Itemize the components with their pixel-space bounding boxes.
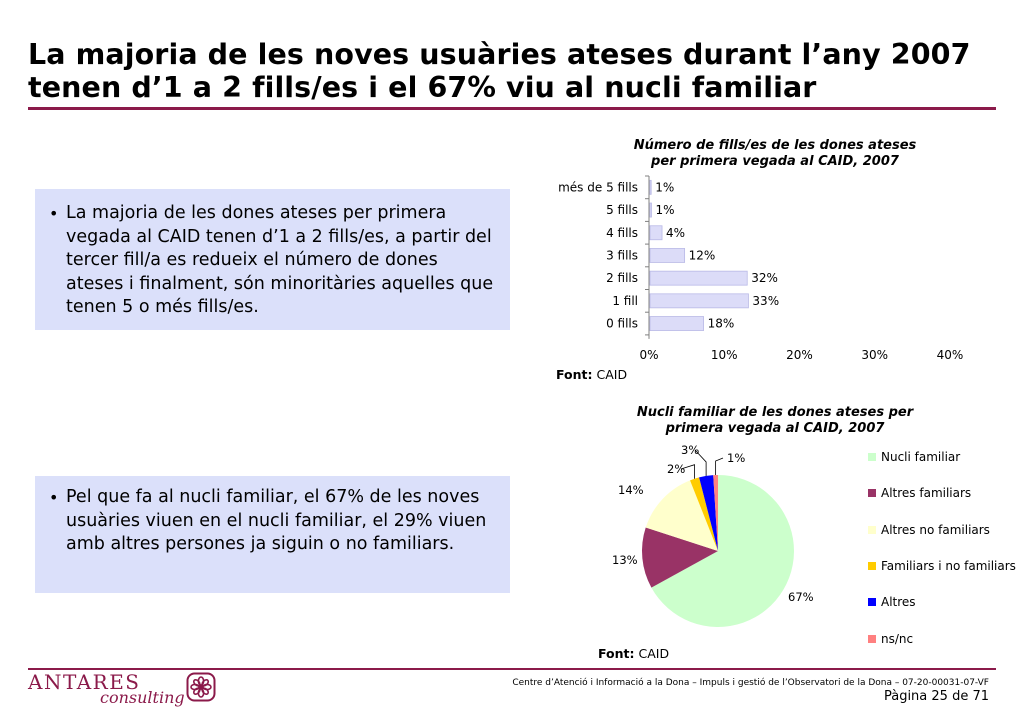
legend-item: Familiars i no familiars: [868, 559, 1016, 573]
pie-leader-line: [715, 457, 724, 476]
legend-item: Altres: [868, 595, 916, 609]
x-tick-label: 20%: [786, 348, 813, 362]
bar-chart-title: Número de fills/es de les dones ateses p…: [600, 138, 950, 170]
page-number: Pàgina 25 de 71: [883, 689, 989, 704]
pie-slice: [642, 527, 718, 588]
pie-leader-line: [680, 464, 695, 479]
logo-flower-icon: [186, 672, 216, 702]
legend-label: ns/nc: [881, 631, 914, 646]
legend-item: Nucli familiar: [868, 450, 960, 464]
pie-data-label: 2%: [667, 462, 685, 476]
legend-label: Nucli familiar: [881, 450, 961, 464]
pie-data-label: 3%: [681, 443, 699, 457]
bar-data-label: 33%: [752, 294, 779, 308]
pie-slice: [713, 475, 718, 551]
pie-chart: 67% 13% 14% 2% 3% 1%: [612, 443, 814, 627]
bar: [649, 179, 652, 195]
legend-item: Altres familiars: [868, 486, 971, 500]
legend-swatch: [868, 453, 876, 461]
bar-data-label: 1%: [656, 203, 675, 217]
bar-data-label: 32%: [751, 271, 778, 285]
bar-category-label: 4 fills: [606, 226, 638, 240]
legend-label: Familiars i no familiars: [881, 558, 1016, 573]
pie-slice: [645, 480, 718, 551]
document-reference: Centre d’Atenció i Informació a la Dona …: [512, 678, 989, 688]
bar-chart-title-line-2: per primera vegada al CAID, 2007: [651, 154, 899, 169]
pie-chart-title-line-2: primera vegada al CAID, 2007: [665, 421, 885, 436]
legend-swatch: [868, 634, 876, 643]
x-tick-label: 0%: [639, 348, 658, 362]
title-line-1: La majoria de les noves usuàries ateses …: [28, 38, 971, 71]
bar: [649, 248, 686, 263]
pie-slice: [651, 475, 794, 627]
bar: [649, 270, 748, 286]
bar-category-label: 2 fills: [606, 271, 638, 285]
logo-wordmark: ANTARES: [28, 670, 141, 694]
summary-text-family: Pel que fa al nucli familiar, el 67% de …: [66, 487, 487, 554]
summary-text-children: La majoria de les dones ateses per prime…: [66, 203, 494, 317]
bar-category-label: 1 fill: [612, 294, 638, 308]
x-tick-label: 10%: [711, 348, 738, 362]
pie-chart-title-line-1: Nucli familiar de les dones ateses per: [636, 405, 914, 420]
legend-label: Altres no familiars: [881, 522, 990, 537]
legend-label: Altres familiars: [881, 486, 972, 501]
pie-chart-source: Font: CAID: [598, 646, 669, 661]
bar-data-label: 1%: [655, 180, 674, 194]
pie-data-label: 1%: [727, 451, 745, 465]
bar-chart-title-line-1: Número de fills/es de les dones ateses: [633, 138, 917, 153]
legend-swatch: [868, 489, 876, 498]
bar-category-label: més de 5 fills: [558, 180, 638, 194]
legend-swatch: [868, 525, 876, 534]
pie-data-label: 67%: [788, 590, 814, 604]
summary-box-family: • Pel que fa al nucli familiar, el 67% d…: [35, 476, 510, 593]
bar: [649, 225, 663, 241]
bar-data-label: 4%: [666, 226, 685, 240]
source-label: Font:: [598, 646, 635, 661]
legend-swatch: [868, 598, 876, 607]
legend-label: Altres: [881, 595, 916, 610]
bar-chart: més de 5 fills 1% 5 fills 1% 4 fills 4% 3 fill…: [558, 175, 964, 362]
summary-box-children: • La majoria de les dones ateses per pri…: [35, 189, 510, 330]
source-label: Font:: [556, 367, 593, 382]
x-tick-label: 30%: [861, 348, 888, 362]
bar-category-label: 5 fills: [606, 203, 638, 217]
source-value: CAID: [638, 646, 670, 661]
page-title: La majoria de les noves usuàries ateses …: [28, 38, 1008, 104]
legend-item: ns/nc: [868, 632, 913, 646]
bar-chart-source: Font: CAID: [556, 367, 627, 382]
bar-category-label: 0 fills: [606, 317, 638, 331]
pie-leader-line: [694, 449, 707, 476]
title-line-2: tenen d’1 a 2 fills/es i el 67% viu al n…: [28, 71, 817, 104]
pie-chart-title: Nucli familiar de les dones ateses per p…: [600, 405, 950, 437]
bullet-icon: •: [49, 204, 59, 223]
bar-data-label: 18%: [708, 317, 735, 331]
bar: [649, 316, 704, 331]
bar: [649, 202, 652, 218]
bar-category-label: 3 fills: [606, 248, 638, 262]
bullet-icon: •: [49, 488, 59, 507]
bar-data-label: 12%: [689, 248, 716, 262]
footer-divider: [28, 668, 996, 670]
pie-data-label: 14%: [618, 483, 644, 497]
legend-item: Altres no familiars: [868, 523, 990, 537]
logo-subtitle: consulting: [100, 688, 185, 707]
pie-slice: [699, 475, 718, 551]
bar: [649, 293, 749, 309]
pie-data-label: 13%: [612, 553, 638, 567]
x-tick-label: 40%: [937, 348, 964, 362]
source-value: CAID: [596, 367, 628, 382]
pie-slice: [690, 477, 718, 551]
legend-swatch: [868, 561, 876, 570]
title-divider: [28, 107, 996, 110]
